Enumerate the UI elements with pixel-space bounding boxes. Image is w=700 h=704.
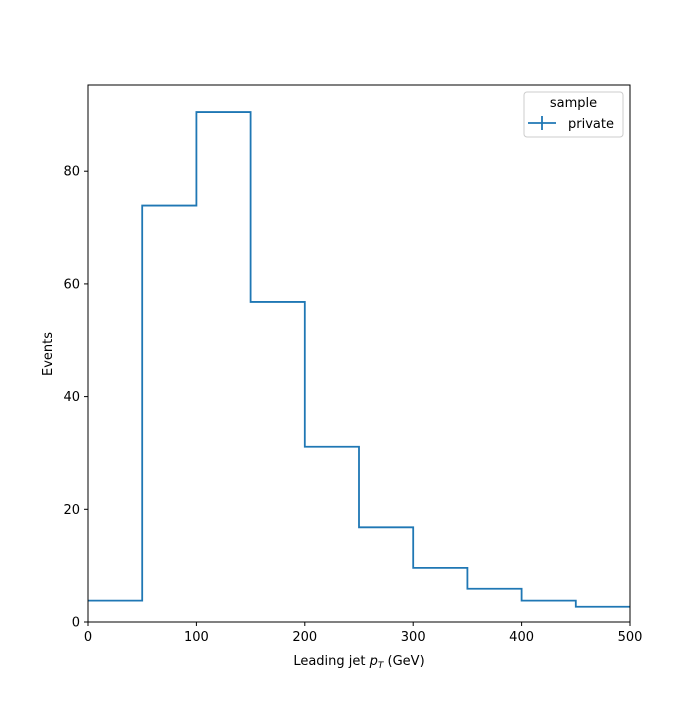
x-tick-label: 200 [292, 630, 317, 645]
x-axis-label-text: Leading jet [293, 654, 369, 669]
legend: sample private [523, 91, 624, 138]
x-tick-label: 300 [401, 630, 426, 645]
x-axis-label: Leading jet pT (GeV) [293, 654, 424, 671]
legend-title: sample [550, 96, 597, 111]
x-axis-ticks: 0 100 200 300 400 500 [84, 622, 643, 645]
x-axis-label-math-p: p [369, 654, 378, 669]
y-axis-ticks: 0 20 40 60 80 [63, 165, 88, 631]
y-tick-label: 40 [63, 390, 80, 405]
histogram-step-line [88, 111, 630, 608]
y-axis-label: Events [41, 332, 56, 376]
x-axis-label-math-subscript: T [378, 661, 385, 671]
x-tick-label: 100 [184, 630, 209, 645]
x-tick-label: 0 [84, 630, 92, 645]
y-tick-label: 80 [63, 165, 80, 180]
legend-entry-private: private [568, 117, 614, 132]
x-tick-label: 400 [509, 630, 534, 645]
y-tick-label: 20 [63, 503, 80, 518]
plot-area [88, 111, 630, 608]
axes-frame [87, 84, 631, 623]
y-tick-label: 60 [63, 277, 80, 292]
y-tick-label: 0 [72, 616, 80, 631]
x-axis-label-unit: (GeV) [383, 654, 424, 669]
x-tick-label: 500 [618, 630, 643, 645]
legend-box [523, 91, 624, 138]
